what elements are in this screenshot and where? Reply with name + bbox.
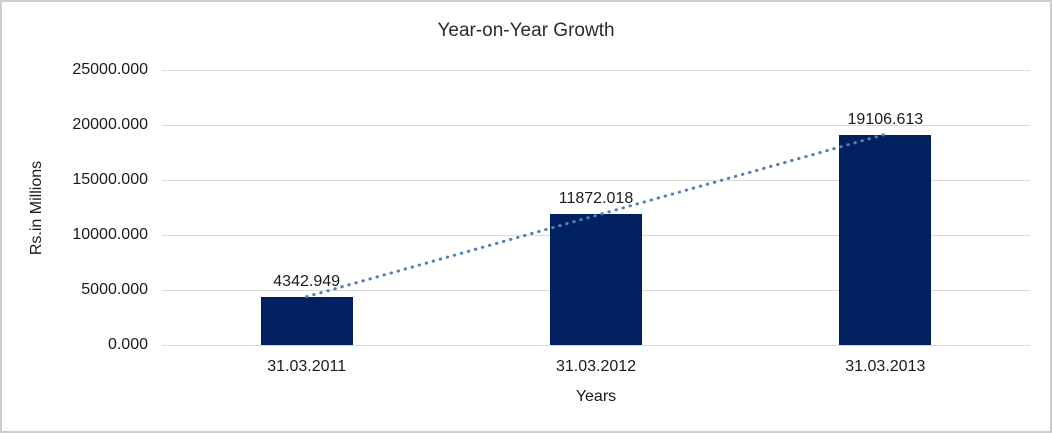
- y-tick-label: 20000.000: [72, 116, 148, 133]
- x-tick-label: 31.03.2013: [845, 358, 926, 375]
- data-label: 19106.613: [847, 110, 924, 128]
- y-tick-label: 0.000: [107, 336, 148, 353]
- gridline: [162, 124, 1030, 126]
- y-tick-label: 15000.000: [72, 171, 148, 188]
- bar: [839, 134, 932, 345]
- bar: [550, 214, 642, 345]
- data-label: 11872.018: [558, 190, 634, 208]
- plot-area: 4342.949 31.03.2011 11872.018 31.03.2012 191…: [162, 69, 1030, 375]
- bar: [260, 297, 353, 345]
- x-tick-label: 31.03.2012: [555, 358, 637, 375]
- y-tick-label: 5000.000: [81, 281, 148, 298]
- chart-title: Year-on-Year Growth: [437, 20, 615, 41]
- y-tick-label: 25000.000: [72, 61, 148, 78]
- y-tick-label: 10000.000: [72, 226, 148, 243]
- x-axis-title: Years: [575, 388, 617, 405]
- x-tick-label: 31.03.2011: [267, 358, 347, 375]
- data-label: 4342.949: [273, 273, 341, 291]
- gridline: [162, 344, 1030, 346]
- gridline: [162, 69, 1030, 71]
